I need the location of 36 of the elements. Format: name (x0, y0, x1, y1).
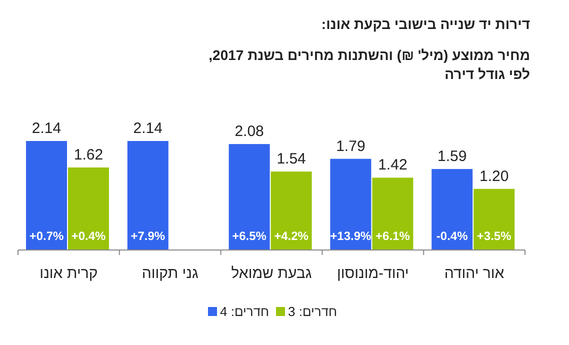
annotation: +0.4% (71, 229, 106, 243)
bar (68, 167, 109, 250)
bar (228, 144, 270, 250)
bar (372, 178, 414, 250)
annotation: +6.1% (376, 229, 410, 243)
x-tick-label: קרית אונו (40, 265, 98, 282)
annotation: +0.7% (29, 229, 64, 243)
data-label: 2.14 (133, 120, 162, 137)
bar (330, 158, 372, 250)
x-tick-label: גבעת שמואל (231, 265, 312, 282)
data-label: 1.42 (378, 156, 408, 174)
annotation: +6.5% (232, 229, 267, 243)
title: דירות יד שנייה בישובי בקעת אונו: (320, 16, 530, 32)
bar (474, 188, 515, 250)
bar (127, 141, 168, 250)
annotation: -0.4% (436, 229, 468, 243)
data-label: 1.20 (480, 168, 509, 185)
data-label: 2.08 (234, 123, 264, 140)
x-tick-label: גני תקווה (142, 265, 198, 282)
x-tick-label: יהוד-מונוסון (336, 265, 409, 282)
data-label: 1.54 (276, 150, 306, 168)
annotation: +4.2% (274, 229, 309, 243)
subtitle: מחיר ממוצע (מיל' ₪) והשתנות מחירים בשנת 2017, לפי גודל דירה (208, 46, 530, 84)
x-tick-label: אור יהודה (444, 265, 505, 282)
bar (26, 141, 67, 250)
bar (432, 169, 473, 250)
data-label: 2.14 (32, 120, 62, 137)
annotation: +7.9% (130, 229, 166, 243)
data-label: 1.62 (74, 146, 104, 164)
legend-label: חדרים: 4 (220, 304, 270, 319)
data-label: 1.59 (438, 148, 467, 166)
annotation: +3.5% (476, 229, 512, 243)
annotation: +13.9% (330, 229, 372, 243)
data-label: 1.79 (336, 138, 366, 155)
legend-label: חדרים: 3 (288, 304, 338, 319)
bar (270, 172, 312, 250)
